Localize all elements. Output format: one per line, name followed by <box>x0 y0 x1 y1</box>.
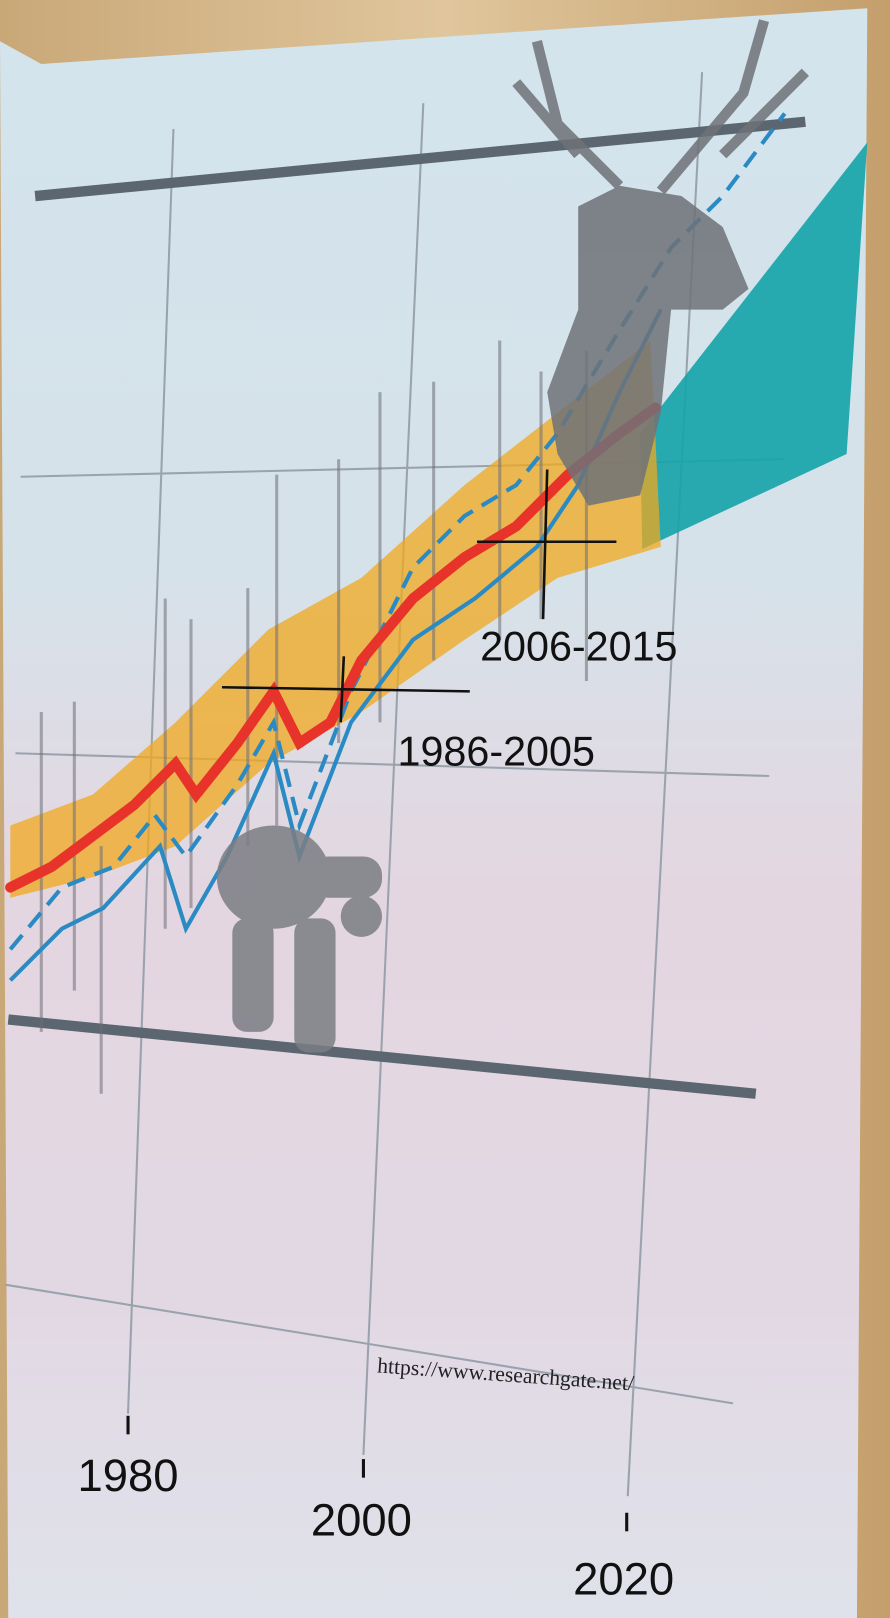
x-label: 2000 <box>311 1494 412 1545</box>
annotation: 1986-2005 <box>398 729 595 775</box>
x-label: 1980 <box>78 1450 179 1501</box>
annotation: 2006-2015 <box>480 623 677 669</box>
artwork: 2006-2015 1986-2005 https://www.research… <box>0 0 890 1618</box>
x-label: 2020 <box>573 1553 674 1604</box>
page: {"annotations": {"period_recent": "2006-… <box>0 0 890 1618</box>
